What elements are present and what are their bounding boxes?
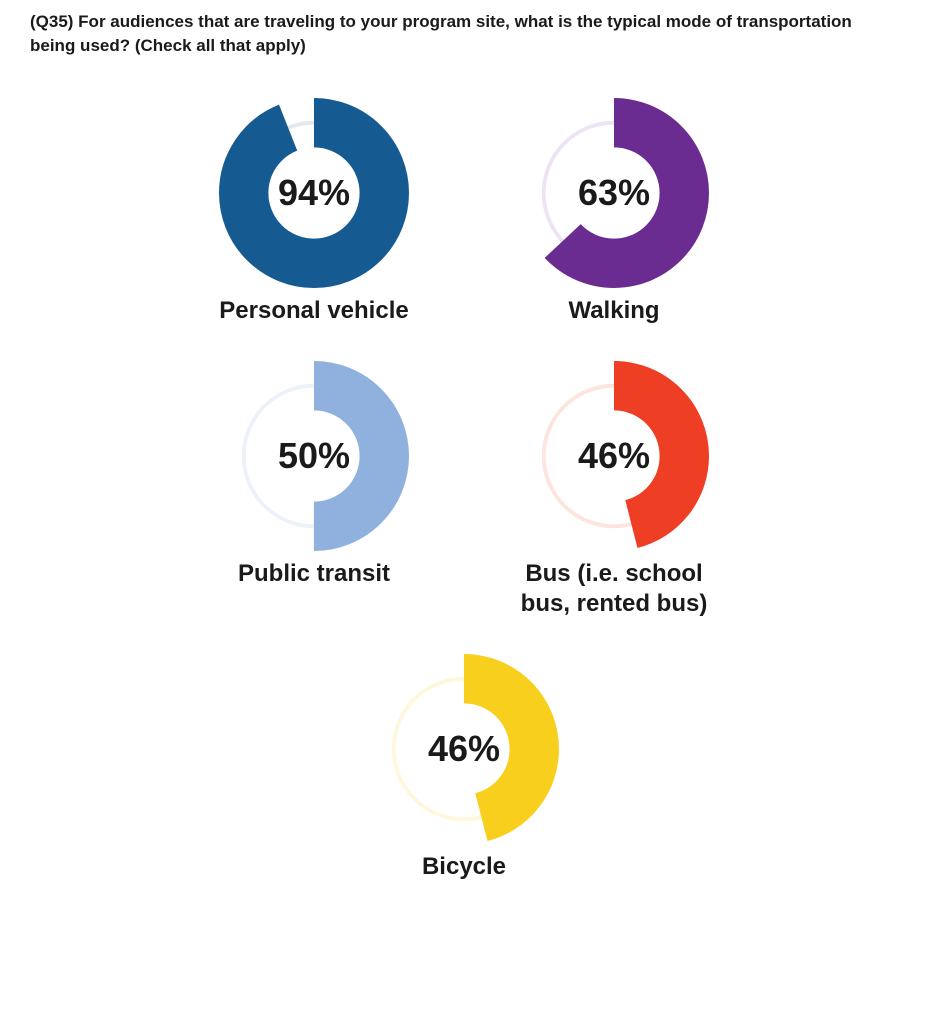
question-title: (Q35) For audiences that are traveling t…: [30, 10, 898, 58]
donut-percent-label: 50%: [278, 435, 350, 477]
donut-personal-vehicle: 94% Personal vehicle: [204, 98, 424, 326]
donut-public-transit: 50% Public transit: [204, 361, 424, 619]
donut-percent-label: 94%: [278, 172, 350, 214]
donut-label: Personal vehicle: [219, 296, 408, 326]
charts-grid: 94% Personal vehicle 63% Walking 50%: [30, 98, 898, 882]
donut-label: Walking: [568, 296, 659, 326]
donut-walking: 63% Walking: [504, 98, 724, 326]
donut-chart: 94%: [219, 98, 409, 288]
donut-bicycle: 46% Bicycle: [354, 654, 574, 882]
donut-chart: 46%: [369, 654, 559, 844]
donut-percent-label: 46%: [578, 435, 650, 477]
donut-chart: 63%: [519, 98, 709, 288]
chart-row-3: 46% Bicycle: [354, 654, 574, 882]
donut-chart: 50%: [219, 361, 409, 551]
donut-label: Bus (i.e. school bus, rented bus): [504, 559, 724, 619]
donut-chart: 46%: [519, 361, 709, 551]
donut-label: Bicycle: [422, 852, 506, 882]
donut-percent-label: 63%: [578, 172, 650, 214]
donut-percent-label: 46%: [428, 728, 500, 770]
chart-row-2: 50% Public transit 46% Bus (i.e. school …: [204, 361, 724, 619]
donut-bus: 46% Bus (i.e. school bus, rented bus): [504, 361, 724, 619]
donut-label: Public transit: [238, 559, 390, 589]
chart-row-1: 94% Personal vehicle 63% Walking: [204, 98, 724, 326]
